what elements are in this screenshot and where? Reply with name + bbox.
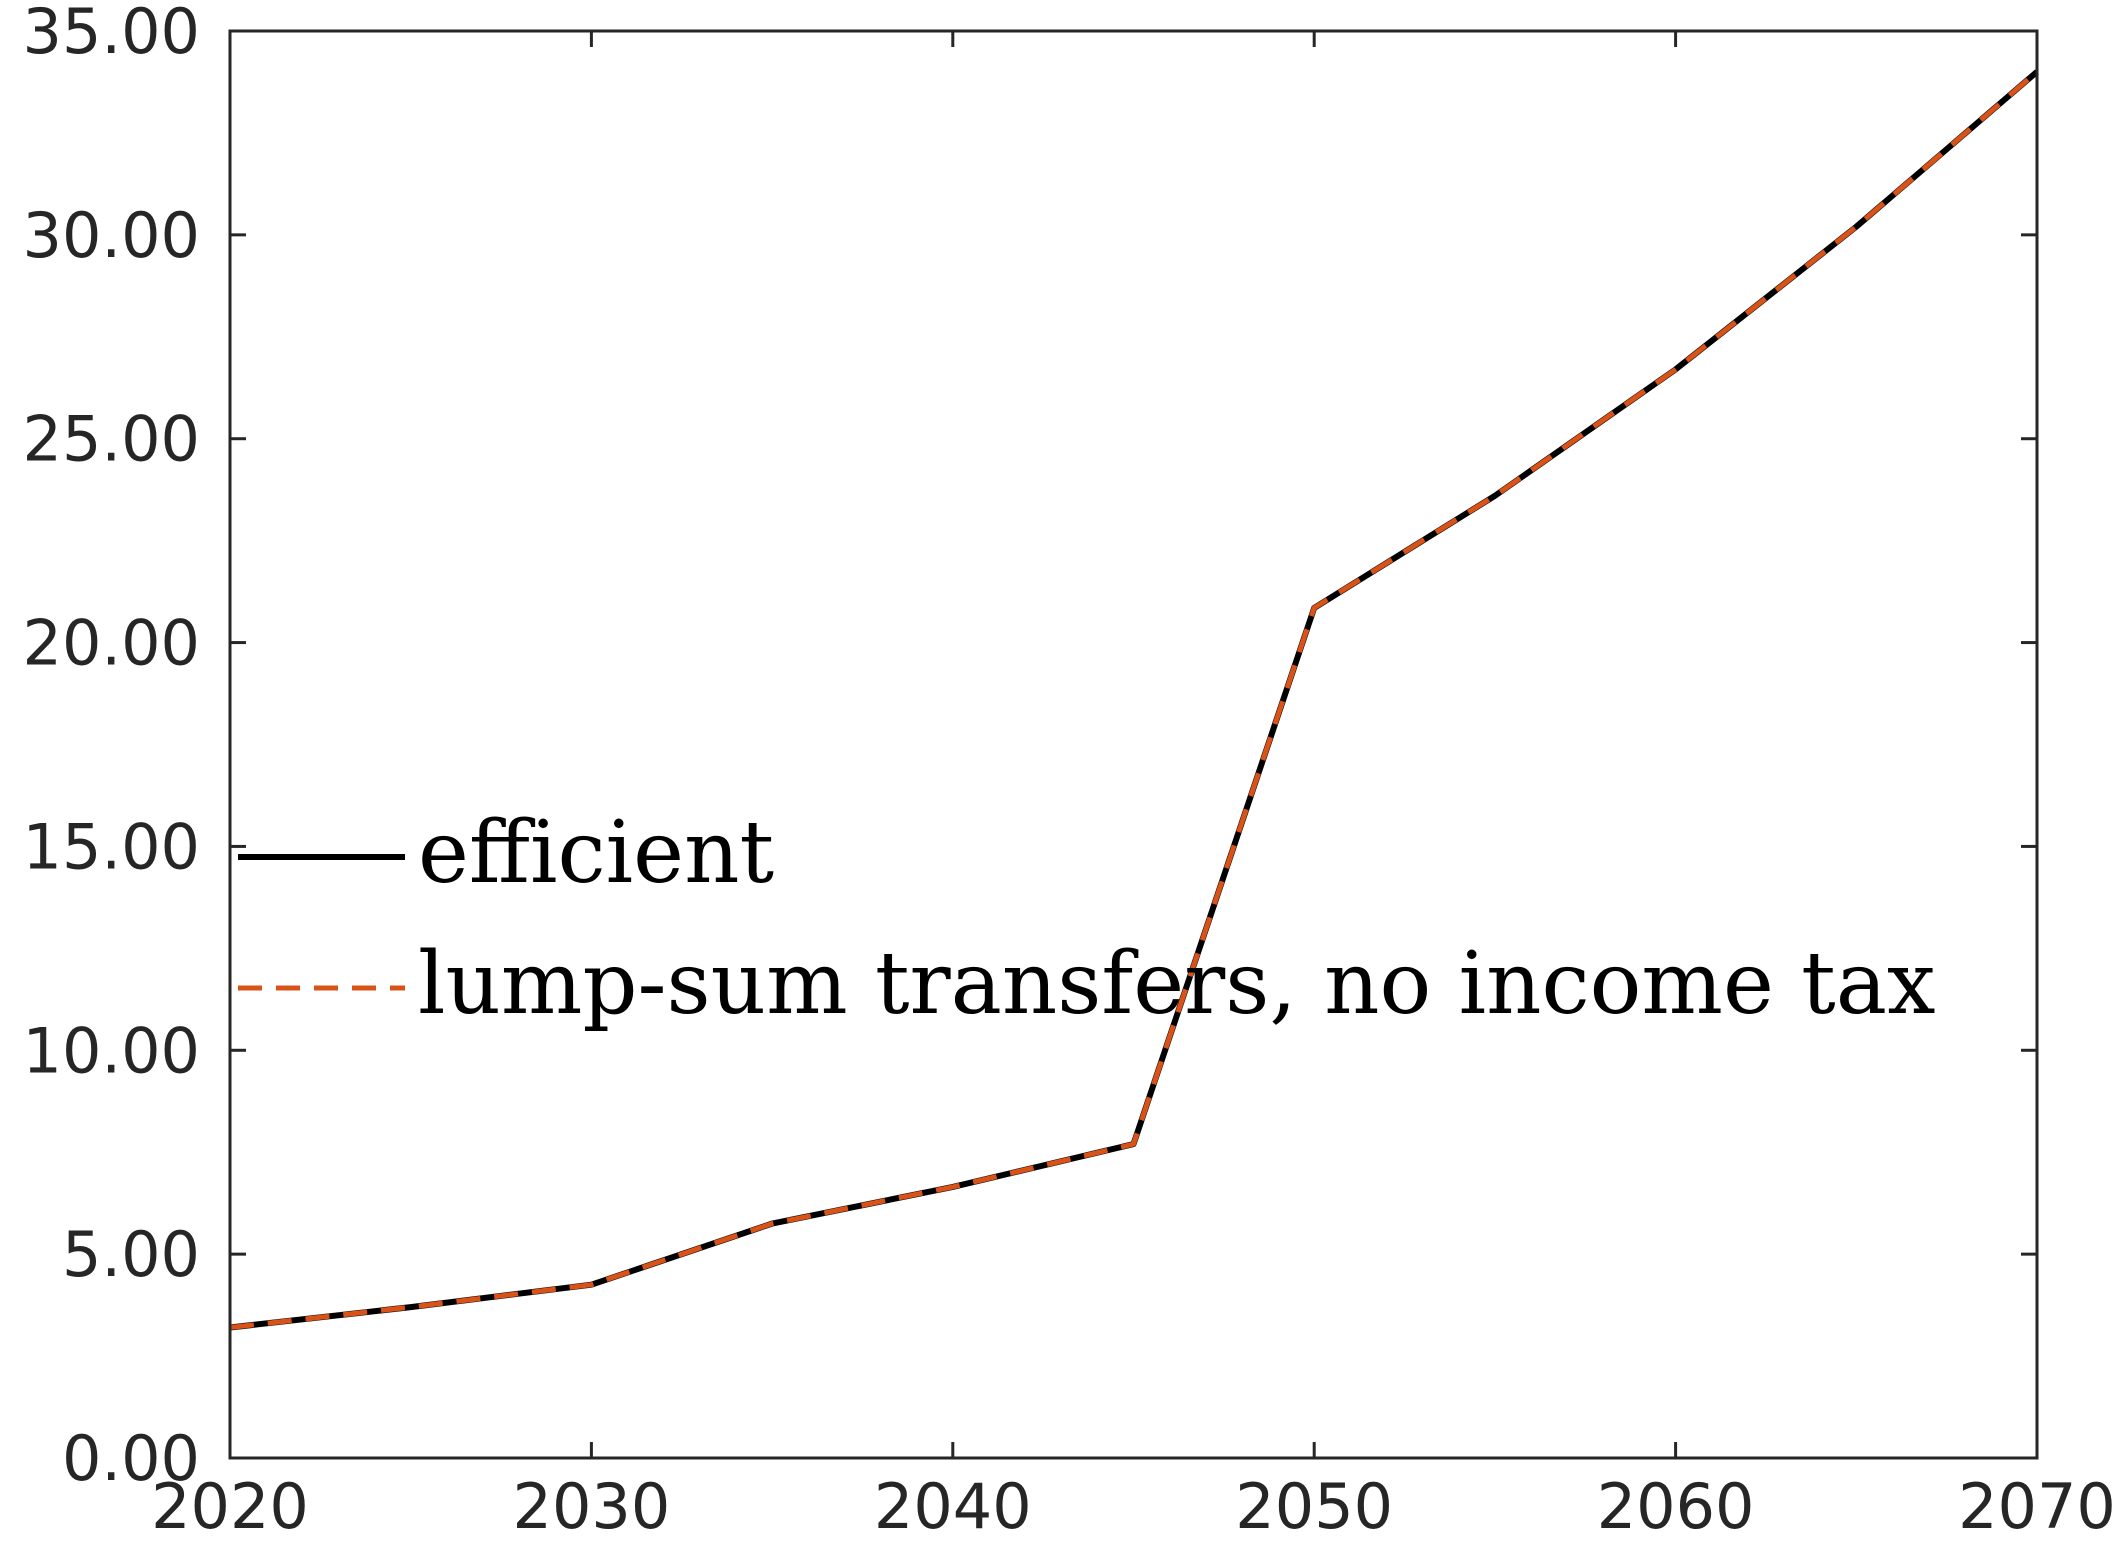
x-tick-label: 2040 (874, 1470, 1032, 1543)
y-tick-label: 5.00 (62, 1218, 200, 1291)
y-tick-label: 0.00 (62, 1422, 200, 1495)
x-tick-label: 2060 (1597, 1470, 1755, 1543)
y-tick-label: 25.00 (23, 403, 201, 476)
series-line-1 (229, 69, 2039, 1330)
legend: efficient lump-sum transfers, no income … (238, 803, 1936, 1034)
x-tick-label: 2030 (513, 1470, 671, 1543)
y-tick-label: 20.00 (23, 607, 201, 680)
y-axis: 0.00 5.00 10.00 15.00 20.00 25.00 30.00 35.00 (23, 0, 2037, 1495)
y-tick-label: 10.00 (23, 1014, 201, 1087)
axes-box (228, 29, 2039, 1460)
y-tick-label: 35.00 (23, 0, 201, 68)
x-axis: 2020 2030 2040 2050 2060 2070 (151, 31, 2116, 1543)
legend-label-lump-sum: lump-sum transfers, no income tax (418, 934, 1936, 1034)
series-layer (229, 69, 2039, 1331)
x-tick-label: 2070 (1958, 1470, 2116, 1543)
y-tick-label: 30.00 (23, 199, 201, 272)
legend-label-efficient: efficient (418, 803, 774, 903)
x-tick-label: 2050 (1235, 1470, 1393, 1543)
y-tick-label: 15.00 (23, 810, 201, 883)
plot-area (230, 31, 2037, 1458)
x-tick-label: 2020 (151, 1470, 309, 1543)
